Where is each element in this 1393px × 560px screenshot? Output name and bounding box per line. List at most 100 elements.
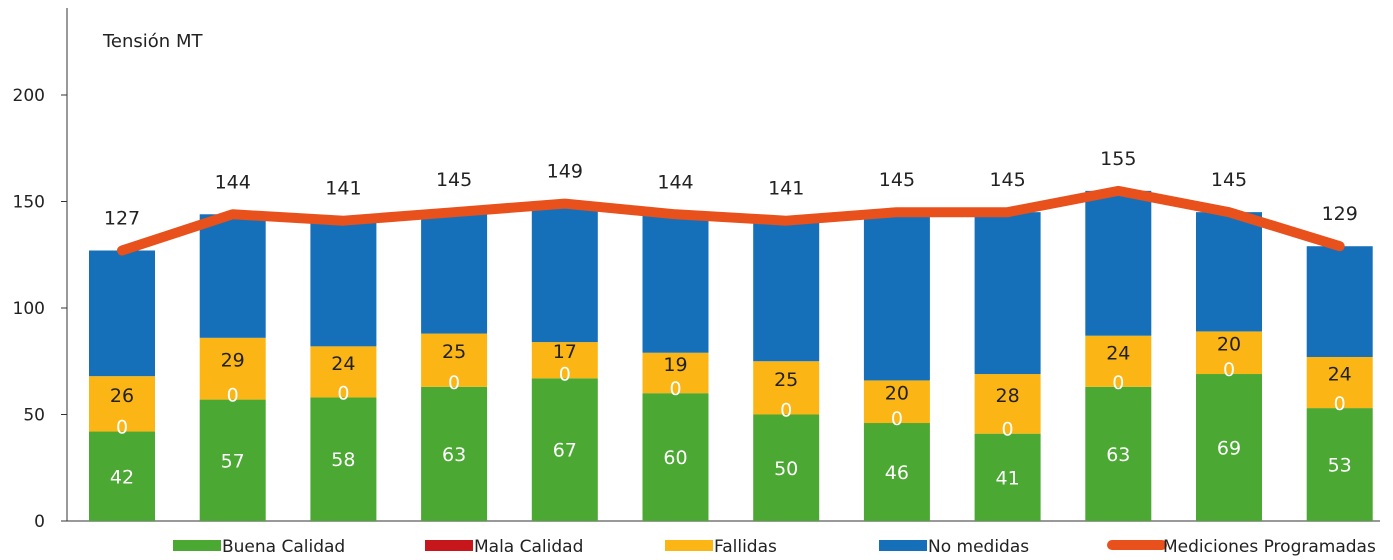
data-label: 0 bbox=[337, 382, 349, 404]
bar-segment-buena-calidad bbox=[531, 378, 598, 521]
data-label: 53 bbox=[1328, 455, 1352, 477]
data-label: 24 bbox=[1106, 342, 1130, 364]
bar-segment-buena-calidad bbox=[310, 397, 377, 521]
bar-segment-no-medidas bbox=[199, 214, 266, 338]
legend-swatch-mala-calidad bbox=[425, 540, 473, 551]
bar-segment-fallidas bbox=[753, 361, 820, 415]
data-label: 41 bbox=[996, 467, 1020, 489]
line-value-label: 145 bbox=[879, 169, 915, 191]
line-value-label: 141 bbox=[325, 178, 361, 200]
y-tick-label: 100 bbox=[13, 299, 45, 319]
y-tick-label: 200 bbox=[13, 86, 45, 106]
bar-segment-fallidas bbox=[863, 380, 930, 424]
data-label: 25 bbox=[442, 341, 466, 363]
bar-segment-fallidas bbox=[421, 333, 488, 387]
bar-segment-no-medidas bbox=[863, 212, 930, 381]
data-label: 25 bbox=[774, 369, 798, 391]
bar-segment-fallidas bbox=[642, 352, 709, 394]
data-label: 17 bbox=[553, 341, 577, 363]
data-label: 0 bbox=[1334, 393, 1346, 415]
data-label: 24 bbox=[331, 353, 355, 375]
legend-label-fallidas: Fallidas bbox=[714, 537, 777, 556]
bar-segment-no-medidas bbox=[1085, 190, 1152, 336]
data-label: 50 bbox=[774, 458, 798, 480]
legend-label-mediciones-programadas: Mediciones Programadas bbox=[1163, 537, 1376, 556]
data-label: 57 bbox=[221, 450, 245, 472]
bar-segment-buena-calidad bbox=[642, 393, 709, 521]
data-label: 24 bbox=[1328, 364, 1352, 386]
data-label: 29 bbox=[221, 350, 245, 372]
bar-segment-fallidas bbox=[199, 337, 266, 400]
line-value-label: 144 bbox=[215, 171, 251, 193]
bar-segment-no-medidas bbox=[89, 250, 155, 377]
line-value-label: 145 bbox=[436, 169, 472, 191]
bar-segment-no-medidas bbox=[421, 212, 488, 334]
bar-segment-buena-calidad bbox=[753, 414, 820, 521]
legend-label-no-medidas: No medidas bbox=[928, 537, 1029, 556]
chart-title: Tensión MT bbox=[102, 31, 203, 52]
bar-segment-buena-calidad bbox=[1196, 374, 1262, 521]
line-value-label: 155 bbox=[1100, 148, 1136, 170]
legend-swatch-no-medidas bbox=[879, 540, 927, 551]
data-label: 58 bbox=[331, 449, 355, 471]
data-label: 20 bbox=[1217, 334, 1241, 356]
data-label: 63 bbox=[442, 444, 466, 466]
y-tick-label: 150 bbox=[13, 193, 45, 213]
data-label: 67 bbox=[553, 440, 577, 462]
bar-segment-no-medidas bbox=[753, 220, 820, 362]
bar-segment-fallidas bbox=[531, 342, 598, 379]
data-label: 0 bbox=[891, 408, 903, 430]
data-label: 0 bbox=[116, 417, 128, 439]
bar-segment-fallidas bbox=[1196, 331, 1262, 375]
data-label: 42 bbox=[110, 466, 134, 488]
y-tick-label: 0 bbox=[34, 512, 45, 532]
bar-segment-no-medidas bbox=[1306, 246, 1373, 357]
y-tick-label: 50 bbox=[23, 406, 45, 426]
bar-segment-no-medidas bbox=[1196, 212, 1262, 332]
legend-swatch-fallidas bbox=[665, 540, 713, 551]
bar-segment-buena-calidad bbox=[1306, 408, 1373, 521]
bar-segment-buena-calidad bbox=[89, 431, 155, 521]
data-label: 46 bbox=[885, 462, 909, 484]
bar-segment-buena-calidad bbox=[199, 399, 266, 521]
line-value-label: 141 bbox=[768, 178, 804, 200]
line-value-label: 129 bbox=[1322, 203, 1358, 225]
bar-segment-no-medidas bbox=[974, 212, 1041, 375]
data-label: 28 bbox=[996, 385, 1020, 407]
bar-segment-fallidas bbox=[89, 376, 155, 432]
line-value-label: 145 bbox=[1211, 169, 1247, 191]
line-value-label: 145 bbox=[989, 169, 1025, 191]
data-label: 69 bbox=[1217, 438, 1241, 460]
data-label: 0 bbox=[1223, 359, 1235, 381]
bar-segment-fallidas bbox=[310, 346, 377, 398]
data-label: 60 bbox=[663, 447, 687, 469]
bar-segment-fallidas bbox=[974, 374, 1041, 434]
data-label: 63 bbox=[1106, 444, 1130, 466]
bar-segment-buena-calidad bbox=[863, 423, 930, 521]
legend-swatch-buena-calidad bbox=[173, 540, 221, 551]
data-label: 20 bbox=[885, 383, 909, 405]
data-label: 19 bbox=[663, 354, 687, 376]
legend-label-buena-calidad: Buena Calidad bbox=[222, 537, 345, 556]
line-value-label: 127 bbox=[104, 207, 140, 229]
bar-segment-no-medidas bbox=[642, 214, 709, 353]
bar-segment-buena-calidad bbox=[1085, 386, 1152, 521]
data-label: 26 bbox=[110, 385, 134, 407]
bar-segment-buena-calidad bbox=[421, 386, 488, 521]
data-label: 0 bbox=[669, 378, 681, 400]
bar-segment-no-medidas bbox=[531, 203, 598, 343]
data-label: 0 bbox=[559, 363, 571, 385]
data-label: 0 bbox=[780, 400, 792, 422]
data-label: 0 bbox=[1112, 372, 1124, 394]
data-label: 0 bbox=[448, 372, 460, 394]
bar-segment-fallidas bbox=[1085, 335, 1152, 387]
data-label: 0 bbox=[1002, 419, 1014, 441]
bar-segment-no-medidas bbox=[310, 220, 377, 347]
legend-label-mala-calidad: Mala Calidad bbox=[474, 537, 583, 556]
bar-segment-fallidas bbox=[1306, 356, 1373, 409]
line-value-label: 144 bbox=[657, 171, 693, 193]
data-label: 0 bbox=[227, 385, 239, 407]
bar-segment-buena-calidad bbox=[974, 433, 1041, 521]
